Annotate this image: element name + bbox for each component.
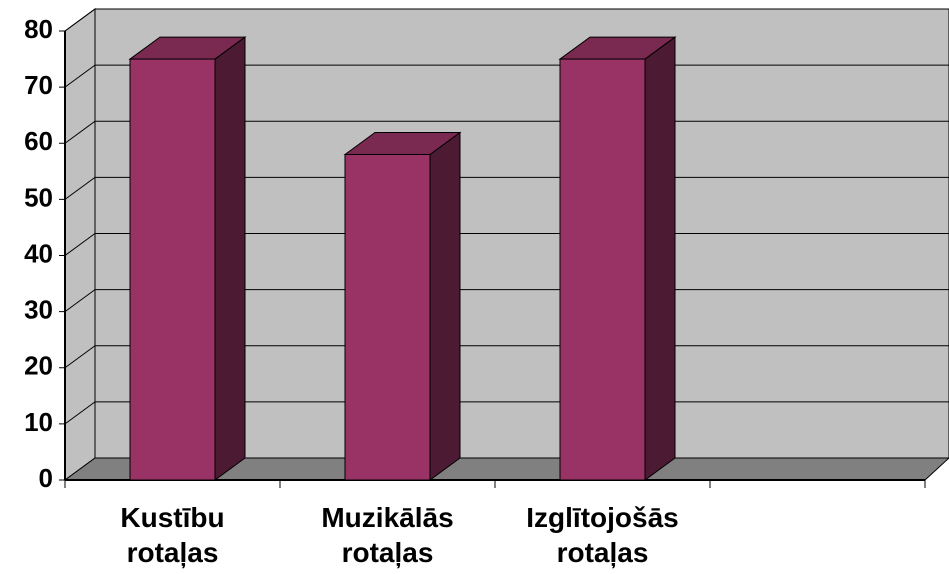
- y-tick-label: 50: [24, 182, 53, 212]
- grid-line: [64, 289, 96, 313]
- bar: [559, 58, 646, 481]
- y-tick-label: 30: [24, 295, 53, 325]
- x-tick-label: Muzikālās rotaļas: [321, 502, 454, 568]
- grid-line: [64, 176, 96, 200]
- y-tick-label: 20: [24, 351, 53, 381]
- bar: [344, 153, 431, 481]
- bar-side: [429, 131, 461, 481]
- grid-line: [64, 120, 96, 144]
- x-tick-label: Kustību rotaļas: [120, 502, 225, 568]
- grid-line: [64, 233, 96, 256]
- bar: [129, 58, 216, 481]
- y-tick-label: 40: [24, 238, 53, 268]
- grid-line: [64, 64, 96, 88]
- grid-line: [64, 401, 96, 425]
- y-tick-label: 80: [24, 14, 53, 44]
- y-tick-label: 70: [24, 70, 53, 100]
- grid-line: [64, 8, 96, 32]
- y-tick-label: 10: [24, 407, 53, 437]
- bar-side: [644, 36, 676, 481]
- x-tick-label: Izglītojošās rotaļas: [526, 502, 679, 568]
- grid-line: [64, 345, 96, 369]
- y-tick-label: 60: [24, 126, 53, 156]
- y-tick-label: 0: [39, 463, 53, 493]
- bar-side: [214, 36, 246, 481]
